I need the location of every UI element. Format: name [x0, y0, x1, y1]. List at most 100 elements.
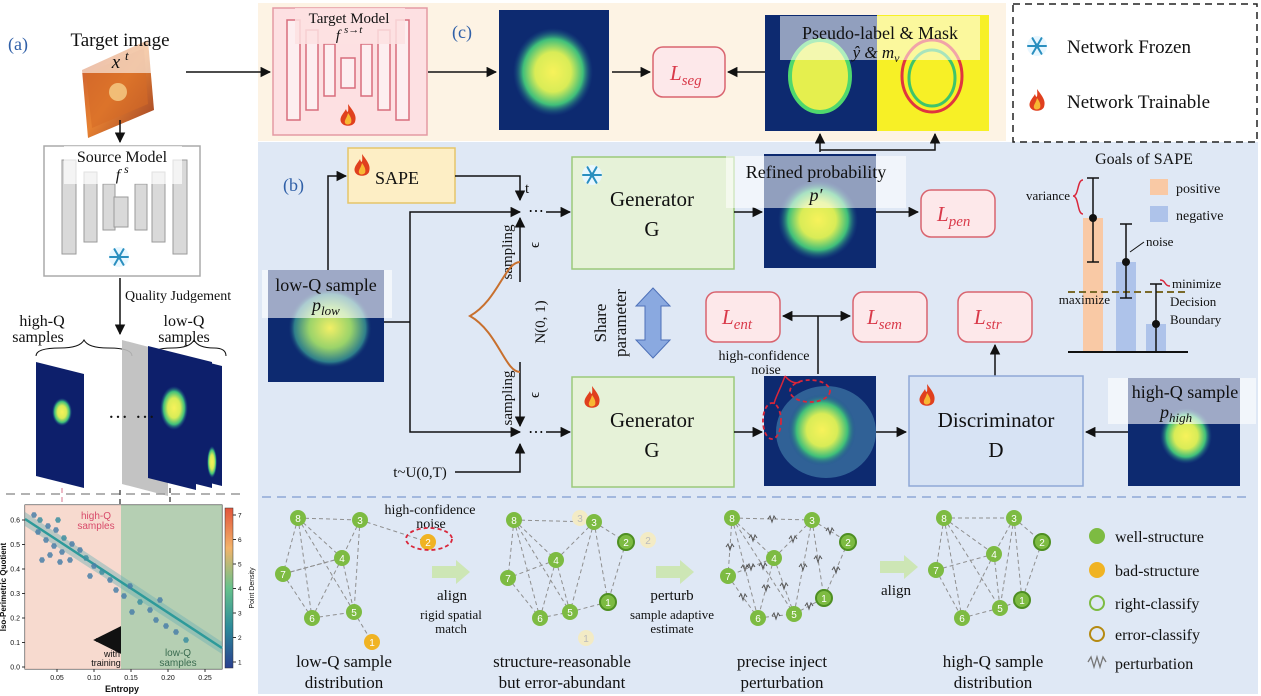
legend-right: right-classify — [1115, 596, 1199, 613]
well-structure-node — [304, 610, 320, 626]
regression-line — [24, 517, 223, 650]
arrow-sape-to-t — [455, 175, 526, 202]
sape-box — [347, 147, 456, 204]
legend-error-marker — [1089, 626, 1105, 642]
well-structure-node — [992, 600, 1008, 616]
p-low-symbol: plow — [310, 295, 340, 318]
colorbar-tick-label: 5 — [238, 562, 242, 569]
low-q-label-bg — [262, 270, 392, 318]
well-structure-node — [786, 606, 802, 622]
high-q-sample-label: high-Q sample — [1132, 382, 1238, 402]
minimize-label: minimize — [1172, 276, 1221, 291]
legend-positive: positive — [1176, 182, 1220, 197]
plot-xlabel: Entropy — [105, 684, 139, 694]
well-structure-node — [928, 562, 944, 578]
node-label: 3 — [1011, 514, 1017, 525]
legend-positive-swatch — [1150, 179, 1168, 195]
p-high-symbol: phigh — [1158, 402, 1192, 425]
high-q-label: high-Q — [19, 313, 65, 330]
low-q-label: low-Q — [164, 313, 205, 330]
target-image-label: Target image — [70, 30, 169, 51]
target-model-symbol: f — [336, 28, 342, 44]
pseudo-label-title: Pseudo-label & Mask — [802, 23, 958, 43]
x-tick-label: 0.15 — [124, 675, 138, 682]
graph-2: 1 2 3 1 2 3 4 5 6 7 8 — [500, 510, 656, 646]
node-label: 4 — [339, 554, 345, 565]
epsilon-top: ϵ — [527, 242, 543, 248]
pseudo-label-symbol: ŷ & mv — [851, 43, 901, 65]
caption-3: precise inject — [737, 652, 827, 671]
y-tick-label: 0.4 — [10, 567, 20, 574]
perturb-arrow-head — [680, 560, 694, 584]
refined-prob-label: Refined probability — [746, 162, 886, 182]
hc-noise-label: high-confidence — [719, 349, 810, 364]
well-structure-node — [936, 510, 952, 526]
legend-well: well-structure — [1115, 529, 1204, 546]
y-tick-label: 0.1 — [10, 640, 20, 647]
discriminator-d: D — [988, 438, 1003, 462]
legend-error: error-classify — [1115, 627, 1200, 644]
refined-label-bg — [726, 156, 906, 208]
well-structure-node — [290, 510, 306, 526]
well-structure-node — [548, 552, 564, 568]
node-label: 4 — [991, 550, 997, 561]
high-q-label-2: samples — [12, 329, 64, 346]
well-structure-node — [804, 512, 820, 528]
t-label: t — [525, 181, 530, 197]
node-label: 7 — [725, 572, 731, 583]
node-label: 2 — [425, 538, 431, 549]
well-structure-node — [352, 512, 368, 528]
y-tick-label: 0.5 — [10, 542, 20, 549]
well-structure-node — [1006, 510, 1022, 526]
node-label: 4 — [553, 556, 559, 567]
l-seg-box — [652, 46, 726, 98]
caption-1: low-Q sample — [296, 652, 392, 671]
node-label: 5 — [567, 608, 573, 619]
legend-negative-swatch — [1150, 206, 1168, 222]
node-label: 5 — [791, 610, 797, 621]
align2-arrow — [880, 561, 904, 573]
align2-label: align — [881, 583, 911, 599]
well-structure-node — [586, 514, 602, 530]
variance-label: variance — [1026, 188, 1070, 203]
node-label: 8 — [941, 514, 947, 525]
node-label: 6 — [959, 614, 965, 625]
x-tick-label: 0.20 — [161, 675, 175, 682]
node-faint — [578, 630, 594, 646]
target-model-label: Target Model — [309, 11, 390, 27]
discriminator-box — [908, 375, 1084, 487]
density-hex — [173, 629, 179, 635]
generator-bottom-label: Generator — [610, 408, 694, 432]
bar-positive — [1083, 218, 1103, 352]
hc-noise-pointer — [773, 375, 786, 405]
well-structure-node — [346, 604, 362, 620]
target-model-symbol-sup: s→t — [344, 24, 363, 36]
density-hex — [31, 512, 37, 518]
share-parameter-arrow — [634, 287, 672, 359]
node-label: 1 — [369, 638, 375, 649]
generator-top-g: G — [644, 217, 659, 241]
hc-noise-label-2: noise — [751, 363, 781, 378]
caption-4: high-Q sample — [943, 652, 1044, 671]
x-tick-label: 0.25 — [198, 675, 212, 682]
plot-lq-label: low-Q — [165, 648, 191, 659]
high-q-brace — [35, 338, 133, 357]
hc-noise-bottom-ring — [405, 527, 453, 551]
well-structure-node — [506, 512, 522, 528]
rigid-label: rigid spatial — [420, 607, 482, 622]
density-hex — [55, 517, 61, 523]
low-q-sample-label: low-Q sample — [275, 275, 376, 295]
prediction-blob — [513, 28, 593, 116]
noise-label: noise — [1146, 234, 1174, 249]
node-label: 5 — [351, 608, 357, 619]
parameter-label: parameter — [611, 289, 630, 357]
low-q-region — [121, 505, 222, 669]
x-tick-label: 0.10 — [87, 675, 101, 682]
well-structure-node — [500, 570, 516, 586]
node-label: 3 — [809, 516, 815, 527]
well-structure-node — [599, 593, 617, 611]
hc-noise-pointer — [784, 375, 801, 384]
node-label: 6 — [755, 614, 761, 625]
density-hex — [153, 617, 159, 623]
well-structure-node — [750, 610, 766, 626]
